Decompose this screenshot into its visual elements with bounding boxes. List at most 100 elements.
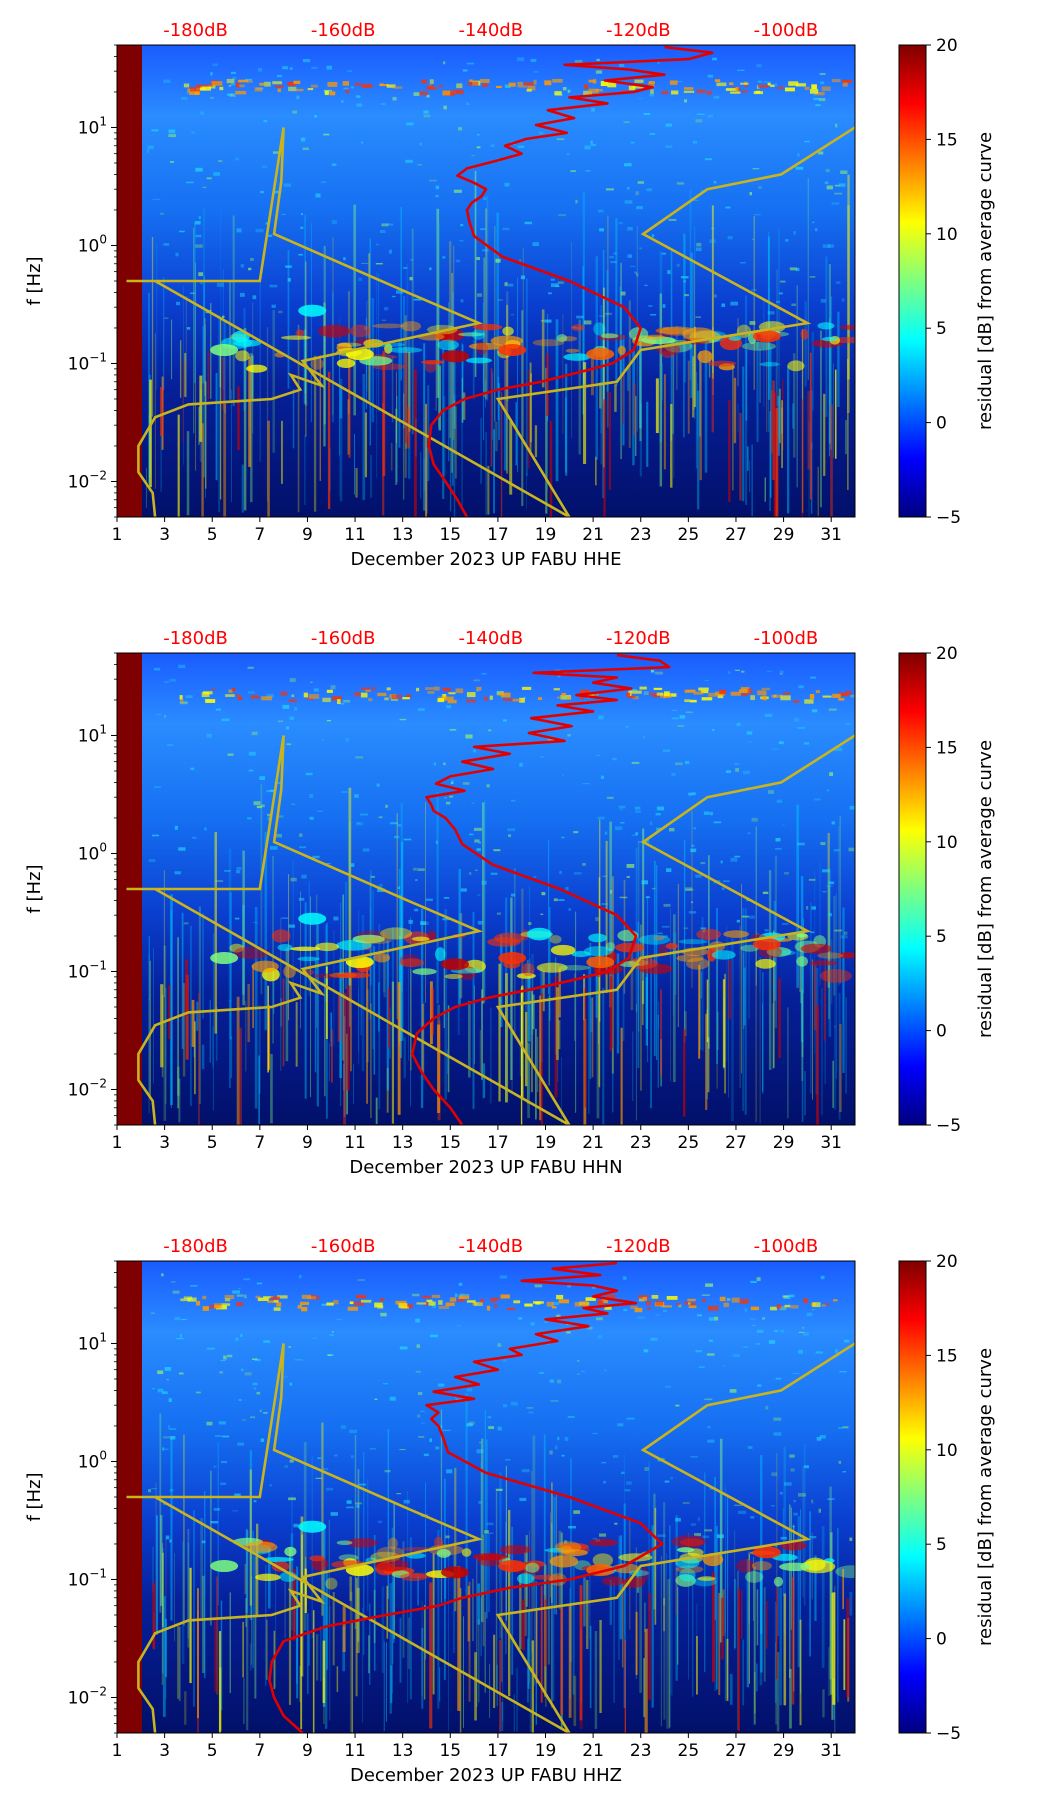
high-band-mark — [716, 82, 727, 87]
spectrogram-speckle — [550, 283, 559, 288]
spectrogram-speckle — [609, 256, 614, 259]
spectrogram-speckle — [458, 1282, 463, 1286]
high-band-mark — [592, 79, 597, 84]
x-tick-label: 7 — [254, 1741, 265, 1761]
spectrogram-speckle — [169, 1539, 172, 1543]
high-band-mark — [588, 79, 595, 83]
spectrogram-stripe — [833, 363, 834, 459]
high-band-mark — [353, 691, 361, 697]
spectrogram-stripe — [561, 1057, 562, 1124]
spectrogram-speckle — [599, 228, 604, 232]
spectrogram-speckle — [519, 1497, 527, 1502]
spectrogram-speckle — [700, 862, 706, 865]
spectrogram-speckle — [163, 243, 170, 246]
high-band-mark — [438, 84, 443, 88]
spectrogram-speckle — [706, 1353, 715, 1356]
spectrogram-speckle — [163, 681, 170, 683]
high-band-mark — [634, 79, 644, 83]
spectrogram-stripe — [459, 913, 463, 999]
db-axis-label: -120dB — [606, 20, 671, 41]
spectrogram-stripe — [480, 418, 482, 484]
spectrogram-streak — [197, 1588, 199, 1719]
spectrogram-stripe — [438, 223, 440, 429]
spectrogram-speckle — [524, 221, 532, 225]
spectrogram-stripe — [403, 295, 406, 429]
spectrogram-speckle — [828, 881, 835, 885]
spectrogram-speckle — [466, 62, 475, 65]
spectrogram-speckle — [604, 1369, 607, 1372]
spectrogram-stripe — [782, 1508, 784, 1597]
x-tick-label: 19 — [535, 1741, 557, 1761]
spectrogram-stripe — [425, 801, 427, 1003]
spectrogram-stripe — [646, 401, 649, 467]
spectrogram-speckle — [644, 284, 648, 287]
spectrogram-speckle — [508, 283, 514, 287]
spectrogram-speckle — [281, 917, 289, 919]
spectrogram-speckle — [720, 860, 723, 864]
spectrogram-speckle — [313, 688, 319, 692]
spectrogram-speckle — [276, 74, 283, 78]
spectrogram-speckle — [349, 1429, 357, 1434]
spectrogram-speckle — [629, 688, 637, 691]
spectrogram-speckle — [835, 123, 838, 128]
spectrogram-speckle — [788, 1294, 795, 1298]
high-band-mark — [235, 1302, 243, 1307]
spectrogram-streak — [189, 1567, 192, 1684]
spectrogram-speckle — [341, 791, 348, 793]
spectrogram-speckle — [423, 114, 431, 118]
high-band-mark — [650, 89, 654, 94]
spectrogram-speckle — [418, 1436, 425, 1438]
spectrogram-speckle — [244, 1372, 252, 1376]
spectrogram-stripe — [764, 477, 766, 502]
spectrogram-stripe — [408, 968, 409, 1061]
spectrogram-speckle — [624, 1489, 631, 1492]
spectrogram-streak — [698, 964, 701, 1059]
spectrogram-speckle — [692, 140, 698, 144]
spectrogram-speckle — [151, 129, 159, 132]
spectrogram-speckle — [416, 1344, 420, 1348]
spectrogram-stripe — [748, 1553, 750, 1684]
high-band-mark — [664, 691, 670, 697]
spectrogram-speckle — [376, 783, 380, 787]
spectrogram-stripe — [336, 1666, 339, 1692]
x-tick-label: 25 — [678, 525, 700, 545]
colorbar-tick-label: 0 — [936, 414, 947, 434]
spectrogram-speckle — [384, 1469, 391, 1473]
microseism-blob — [605, 942, 616, 952]
y-tick-label: 10−1 — [68, 1566, 107, 1590]
spectrogram-speckle — [613, 252, 617, 255]
spectrogram-stripe — [344, 881, 348, 990]
spectrogram-speckle — [636, 206, 643, 210]
spectrogram-stripe — [163, 945, 167, 1121]
spectrogram-speckle — [300, 226, 304, 229]
spectrogram-speckle — [300, 137, 306, 142]
spectrogram-speckle — [161, 1391, 168, 1394]
spectrogram-speckle — [350, 863, 355, 867]
spectrogram-stripe — [405, 349, 407, 449]
spectrogram-stripe — [362, 1607, 364, 1723]
high-band-mark — [780, 695, 791, 701]
spectrogram-speckle — [631, 834, 638, 836]
spectrogram-stripe — [255, 1523, 259, 1617]
y-tick-label: 101 — [78, 114, 107, 138]
spectrogram-speckle — [392, 295, 396, 298]
spectrogram-streak — [207, 350, 210, 400]
spectrogram-stripe — [692, 1578, 694, 1697]
spectrogram-speckle — [764, 713, 773, 718]
spectrogram-stripe — [639, 330, 642, 429]
spectrogram-speckle — [237, 1442, 245, 1446]
spectrogram-stripe — [637, 840, 640, 1032]
spectrogram-speckle — [597, 816, 605, 820]
microseism-blob — [427, 930, 437, 942]
spectrogram-stripe — [442, 348, 445, 499]
spectrogram-streak — [242, 1621, 244, 1678]
high-band-mark — [426, 1299, 433, 1302]
spectrogram-speckle — [684, 760, 690, 765]
high-band-mark — [456, 83, 463, 89]
microseism-blob — [800, 943, 832, 954]
spectrogram-speckle — [326, 1487, 334, 1491]
spectrogram-speckle — [742, 770, 750, 775]
y-tick-base: 10 — [68, 1688, 90, 1708]
colorbar-label: residual [dB] from average curve — [975, 1348, 996, 1646]
spectrogram-speckle — [495, 258, 501, 263]
